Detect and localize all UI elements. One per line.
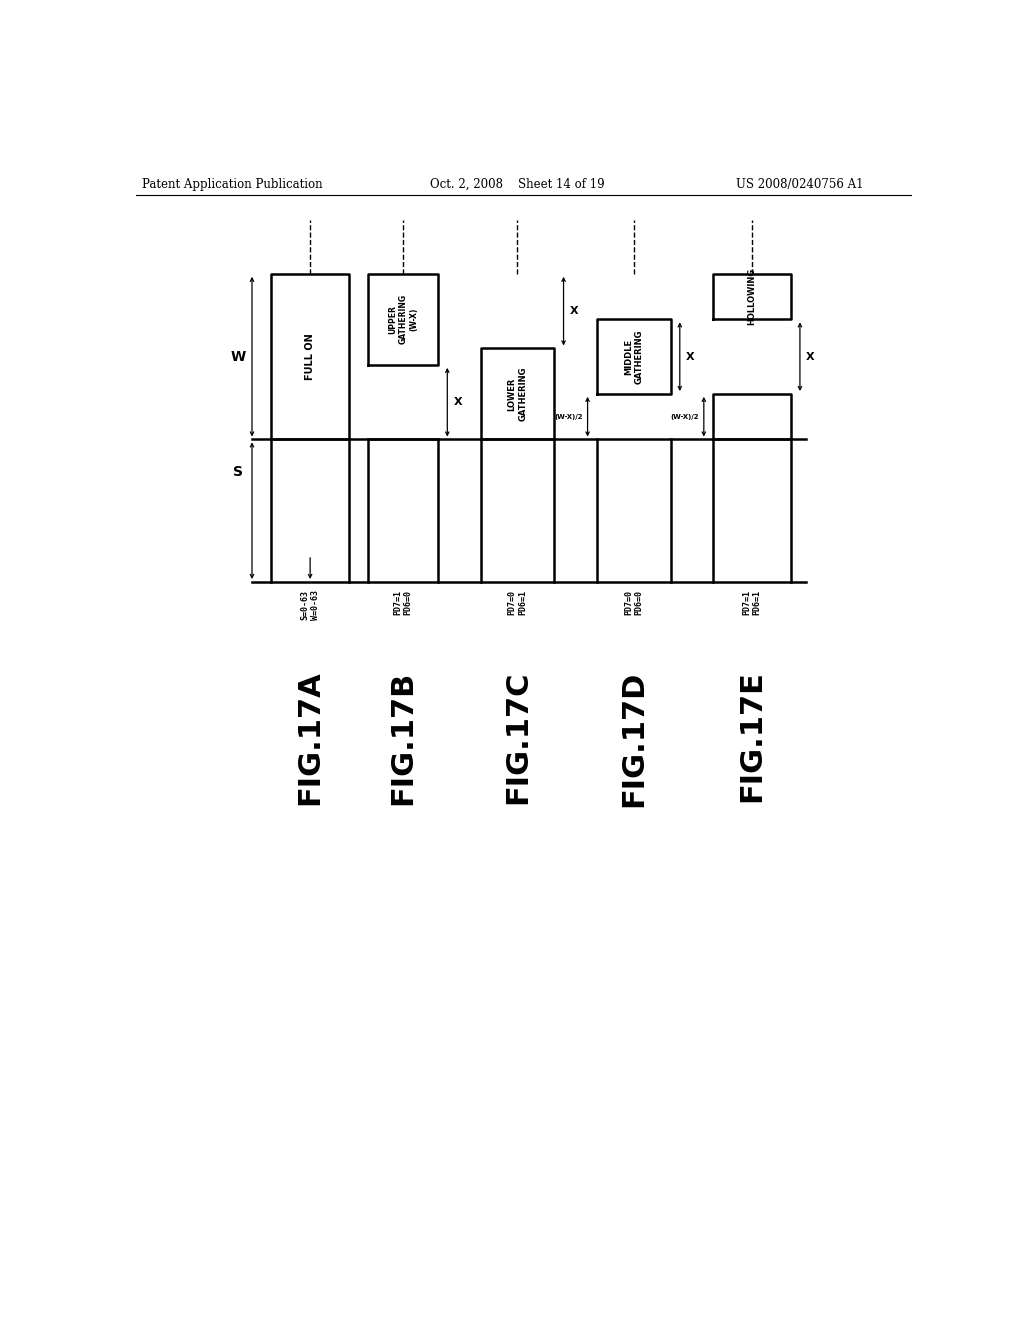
Text: PD7=1
PD6=0: PD7=1 PD6=0 [393,590,413,615]
Text: S: S [233,465,243,479]
Text: Oct. 2, 2008    Sheet 14 of 19: Oct. 2, 2008 Sheet 14 of 19 [430,178,605,190]
Text: FIG.17C: FIG.17C [503,671,531,804]
Text: X: X [454,397,462,407]
Text: X: X [686,351,694,362]
Text: S=0-63
W=0-63: S=0-63 W=0-63 [300,590,319,619]
Text: W: W [230,350,246,364]
Text: US 2008/0240756 A1: US 2008/0240756 A1 [736,178,864,190]
Text: FIG.17D: FIG.17D [620,671,648,807]
Text: PD7=0
PD6=1: PD7=0 PD6=1 [508,590,527,615]
Text: X: X [569,306,579,317]
Text: (W-X)/2: (W-X)/2 [671,413,699,420]
Text: FIG.17E: FIG.17E [737,671,766,803]
Text: FIG.17A: FIG.17A [296,671,325,805]
Text: PD7=0
PD6=0: PD7=0 PD6=0 [624,590,643,615]
Text: MIDDLE
GATHERING: MIDDLE GATHERING [624,330,643,384]
Text: UPPER
GATHERING
(W-X): UPPER GATHERING (W-X) [388,294,418,345]
Text: FIG.17B: FIG.17B [389,671,418,805]
Text: HOLLOWING: HOLLOWING [748,268,757,325]
Text: FULL ON: FULL ON [305,334,315,380]
Text: X: X [806,351,815,362]
Text: PD7=1
PD6=1: PD7=1 PD6=1 [742,590,762,615]
Text: Patent Application Publication: Patent Application Publication [142,178,323,190]
Text: (W-X)/2: (W-X)/2 [554,413,583,420]
Text: LOWER
GATHERING: LOWER GATHERING [508,367,527,421]
